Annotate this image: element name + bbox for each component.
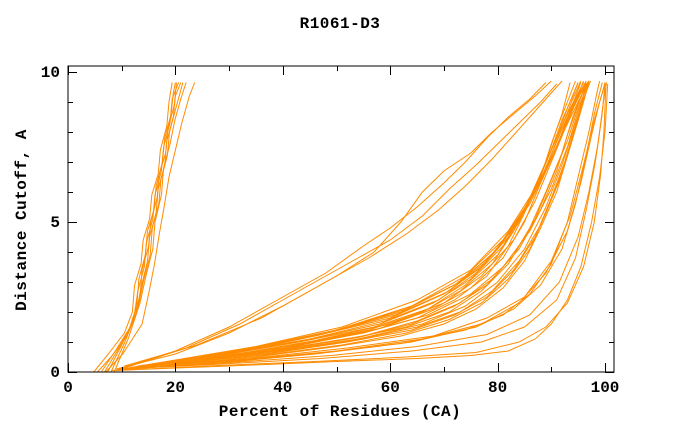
- x-tick-label: 80: [488, 379, 507, 397]
- x-tick-label: 40: [273, 379, 292, 397]
- x-tick-label: 20: [166, 379, 185, 397]
- series-line: [105, 82, 196, 373]
- series-line: [121, 80, 601, 370]
- series-line: [132, 83, 606, 370]
- series-line: [135, 82, 589, 369]
- series-line: [148, 80, 590, 365]
- series-line: [127, 82, 590, 370]
- series-line: [121, 82, 590, 370]
- y-tick-label: 5: [50, 214, 60, 232]
- x-tick-label: 100: [591, 379, 620, 397]
- series-line: [124, 80, 563, 367]
- x-tick-label: 60: [381, 379, 400, 397]
- series-line: [116, 82, 607, 371]
- series-line: [145, 82, 587, 367]
- series-line: [121, 82, 589, 370]
- series-line: [107, 82, 182, 373]
- series-line: [121, 83, 558, 370]
- plot-frame: [67, 65, 615, 373]
- series-line: [124, 82, 608, 370]
- series-line: [97, 82, 176, 373]
- series-line: [110, 83, 609, 371]
- series-line: [127, 82, 579, 370]
- x-axis-label: Percent of Residues (CA): [218, 403, 462, 421]
- series-line: [137, 80, 584, 368]
- series-line: [137, 82, 606, 368]
- x-tick-label: 0: [63, 379, 73, 397]
- series-line: [93, 82, 173, 373]
- chart-title: R1061-D3: [299, 15, 381, 33]
- series-line: [129, 80, 591, 369]
- series-line: [127, 83, 587, 370]
- y-tick-label: 0: [50, 364, 60, 382]
- series-line: [116, 80, 552, 370]
- y-tick-label: 10: [41, 64, 60, 82]
- series-line: [113, 82, 187, 373]
- series-line: [118, 82, 547, 370]
- series-line: [110, 82, 184, 373]
- series-line: [143, 80, 590, 367]
